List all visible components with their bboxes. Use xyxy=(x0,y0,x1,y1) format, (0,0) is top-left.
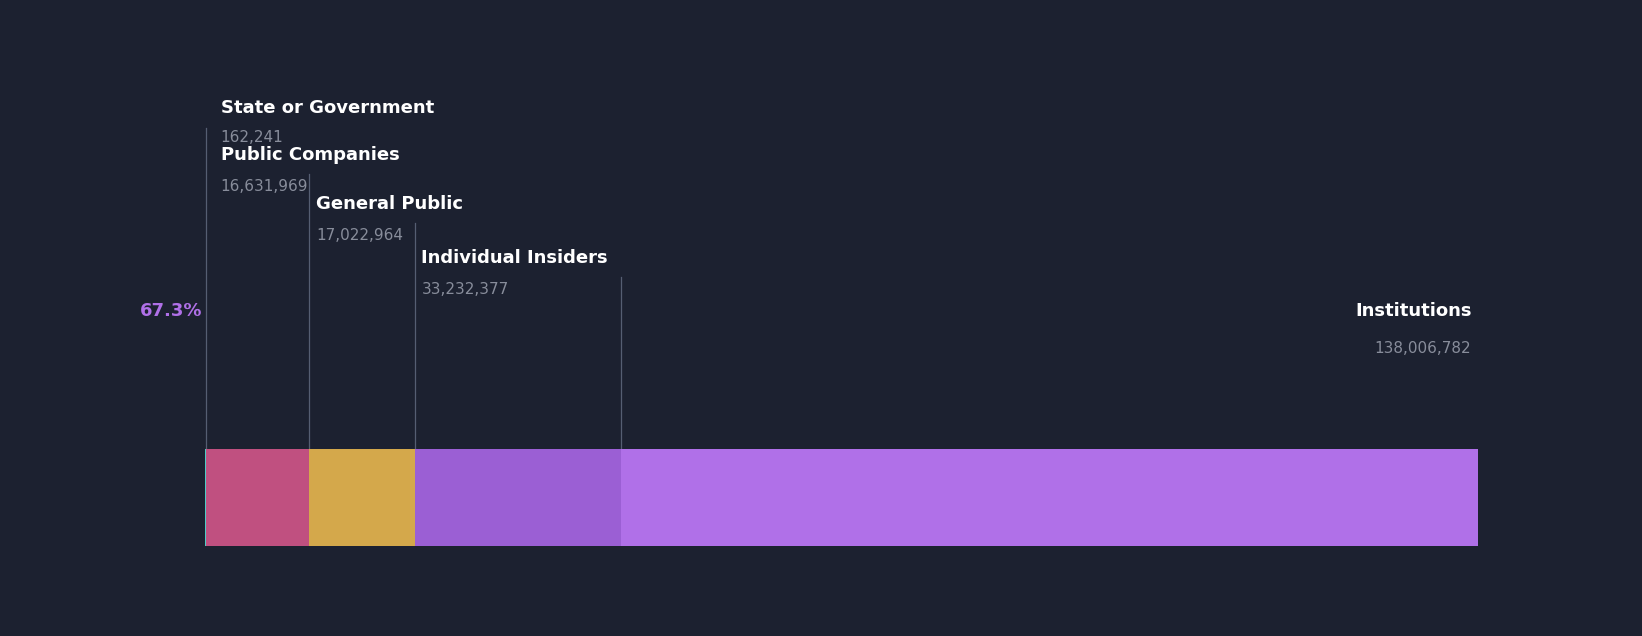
Bar xyxy=(621,448,1478,546)
Bar xyxy=(309,448,415,546)
Bar xyxy=(415,448,621,546)
Text: 16,631,969: 16,631,969 xyxy=(220,179,309,194)
Text: General Public: General Public xyxy=(315,195,470,212)
Text: 162,241: 162,241 xyxy=(220,130,284,145)
Text: Individual Insiders: Individual Insiders xyxy=(422,249,614,266)
Bar xyxy=(207,448,309,546)
Text: Public Companies: Public Companies xyxy=(220,146,406,163)
Text: 138,006,782: 138,006,782 xyxy=(1374,341,1471,356)
Text: 33,232,377: 33,232,377 xyxy=(422,282,509,297)
Text: State or Government: State or Government xyxy=(220,99,440,117)
Text: 17,022,964: 17,022,964 xyxy=(315,228,402,243)
Text: 67.3%: 67.3% xyxy=(140,302,202,321)
Text: Institutions: Institutions xyxy=(1355,302,1471,321)
